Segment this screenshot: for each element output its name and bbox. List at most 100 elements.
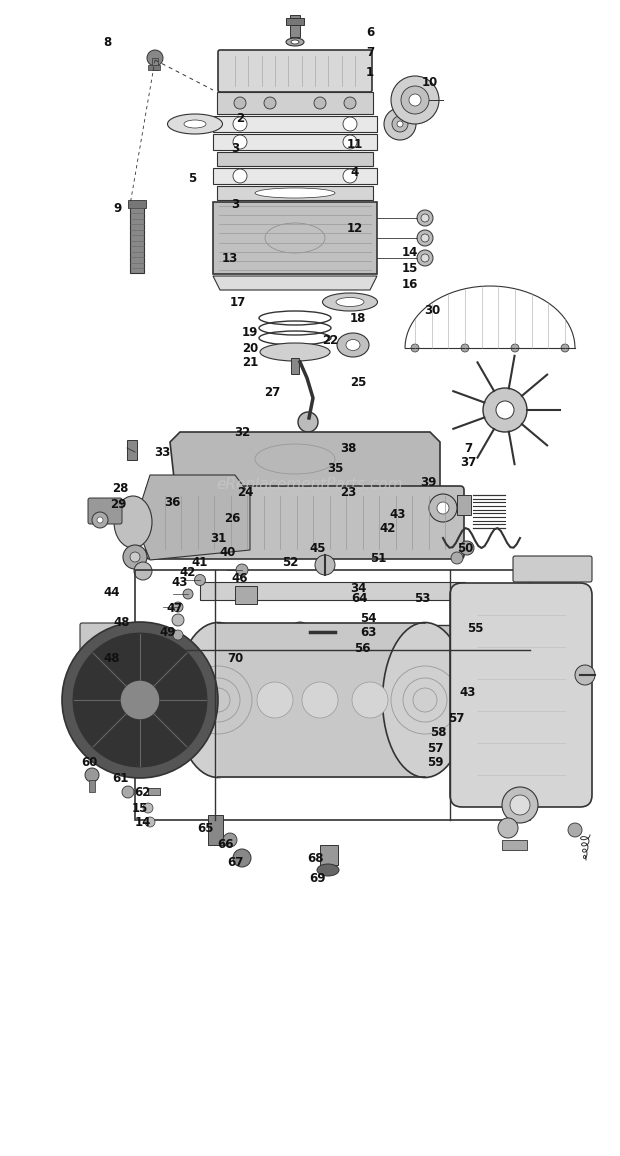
Text: 34: 34 [350, 581, 366, 594]
Bar [127, 440, 137, 460]
Text: 58: 58 [430, 726, 446, 739]
Circle shape [417, 210, 433, 227]
Text: 57: 57 [427, 741, 443, 755]
Circle shape [195, 575, 205, 585]
FancyBboxPatch shape [146, 486, 464, 560]
Circle shape [575, 665, 595, 686]
Circle shape [143, 803, 153, 813]
Text: 15: 15 [132, 801, 148, 815]
Circle shape [120, 680, 160, 720]
Circle shape [72, 632, 208, 768]
Text: 8: 8 [103, 36, 111, 49]
Circle shape [343, 169, 357, 183]
Ellipse shape [114, 496, 152, 548]
Bar [135, 570, 530, 820]
Text: 19: 19 [242, 326, 258, 339]
Circle shape [461, 344, 469, 351]
Circle shape [145, 817, 155, 827]
Text: 16: 16 [402, 279, 418, 291]
Bar [320, 845, 338, 865]
Text: 55: 55 [467, 622, 483, 635]
Circle shape [223, 833, 237, 847]
Circle shape [172, 614, 184, 627]
Bar [152, 58, 158, 71]
Bar [208, 815, 223, 845]
Circle shape [233, 849, 251, 867]
Text: 23: 23 [340, 486, 356, 498]
Text: 6: 6 [366, 25, 374, 38]
Circle shape [421, 254, 429, 262]
Circle shape [344, 97, 356, 109]
Text: 63: 63 [360, 625, 376, 638]
Text: 69: 69 [310, 872, 326, 884]
Circle shape [62, 622, 218, 778]
Circle shape [123, 544, 147, 569]
Ellipse shape [322, 292, 378, 311]
Text: 62: 62 [134, 785, 150, 799]
Polygon shape [170, 432, 440, 487]
Bar [213, 202, 377, 274]
Polygon shape [213, 168, 377, 184]
Circle shape [234, 97, 246, 109]
Circle shape [85, 768, 99, 781]
Circle shape [92, 512, 108, 528]
Text: 47: 47 [167, 601, 183, 615]
Bar [148, 65, 160, 71]
Text: 59: 59 [427, 756, 443, 769]
Text: 10: 10 [422, 75, 438, 89]
Ellipse shape [383, 622, 467, 778]
FancyBboxPatch shape [450, 583, 592, 807]
FancyBboxPatch shape [218, 50, 372, 92]
Text: 35: 35 [327, 461, 343, 474]
Text: 22: 22 [322, 333, 338, 347]
Circle shape [417, 250, 433, 266]
Ellipse shape [255, 188, 335, 198]
Polygon shape [213, 134, 377, 150]
Text: 51: 51 [370, 551, 386, 564]
Circle shape [291, 639, 309, 657]
Text: 45: 45 [310, 541, 326, 555]
Circle shape [183, 590, 193, 599]
Ellipse shape [337, 333, 369, 357]
Circle shape [392, 116, 408, 132]
Circle shape [502, 787, 538, 823]
Text: 64: 64 [352, 592, 368, 605]
Circle shape [314, 97, 326, 109]
Text: 20: 20 [242, 341, 258, 355]
Circle shape [391, 76, 439, 124]
Text: 53: 53 [414, 592, 430, 605]
Circle shape [483, 388, 527, 432]
Text: 48: 48 [104, 652, 120, 665]
Bar [130, 205, 144, 273]
Circle shape [233, 169, 247, 183]
Bar [200, 581, 465, 600]
Circle shape [460, 541, 474, 555]
Ellipse shape [336, 297, 364, 306]
Text: 11: 11 [347, 139, 363, 151]
Text: 3: 3 [231, 199, 239, 212]
Text: 31: 31 [210, 532, 226, 544]
Circle shape [401, 86, 429, 114]
Text: 41: 41 [192, 556, 208, 569]
Ellipse shape [286, 38, 304, 46]
Text: 40: 40 [220, 546, 236, 558]
Text: 27: 27 [264, 385, 280, 399]
Text: 12: 12 [347, 222, 363, 235]
Ellipse shape [184, 120, 206, 128]
Text: 9: 9 [114, 201, 122, 215]
Text: 32: 32 [234, 425, 250, 438]
Circle shape [411, 344, 419, 351]
Circle shape [409, 94, 421, 106]
Circle shape [264, 97, 276, 109]
Text: 57: 57 [448, 711, 464, 725]
FancyBboxPatch shape [80, 623, 139, 659]
Text: 43: 43 [172, 576, 188, 588]
Text: 49: 49 [160, 625, 176, 638]
Text: 37: 37 [460, 455, 476, 468]
Circle shape [289, 654, 311, 676]
Text: 46: 46 [232, 571, 248, 585]
Bar [457, 495, 471, 516]
Text: 68: 68 [308, 852, 324, 865]
Text: 70: 70 [227, 652, 243, 665]
Text: 43: 43 [460, 686, 476, 698]
